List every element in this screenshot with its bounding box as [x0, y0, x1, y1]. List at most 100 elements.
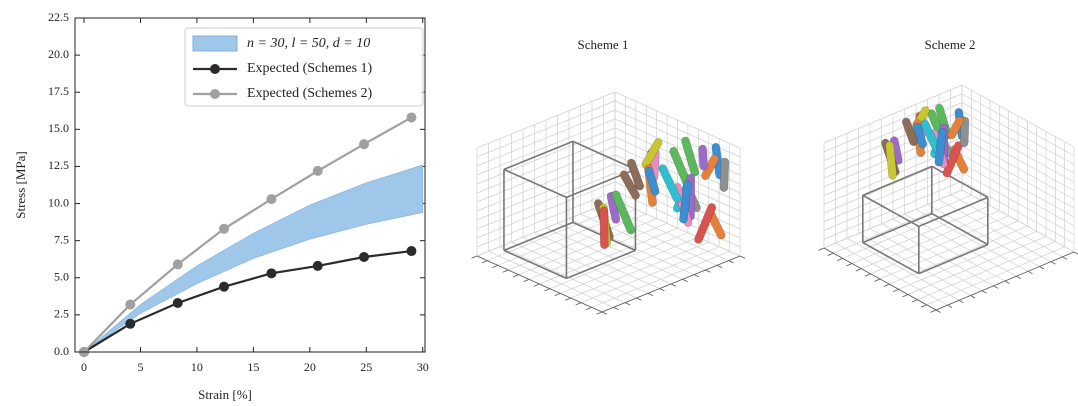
box-edge — [566, 249, 636, 280]
marker — [219, 223, 230, 234]
wall-grid — [614, 91, 741, 149]
axis-tick — [818, 247, 825, 251]
y-tick-label: 2.5 — [54, 307, 69, 321]
fiber — [885, 141, 897, 180]
plot: 0.0 2.5 5.0 7.5 10.0 12.5 15.0 17.5 20.0 22.5 0 5 10… — [48, 10, 429, 374]
axis-tick — [827, 252, 834, 256]
scheme-diagram — [818, 84, 1078, 313]
line — [83, 116, 412, 353]
axis-tick — [1027, 270, 1033, 275]
legend-marker — [210, 64, 220, 74]
box-edge — [862, 194, 920, 228]
box-edge — [862, 165, 933, 197]
axis-tick — [554, 292, 561, 296]
axis-tick — [1062, 256, 1068, 260]
fiber — [681, 136, 700, 177]
fiber — [644, 166, 660, 196]
wall-grid — [476, 100, 616, 158]
box-edge — [503, 140, 574, 171]
axis-tick — [981, 290, 987, 294]
axis-tick — [492, 264, 498, 268]
plot-frame — [74, 17, 426, 353]
box-edge — [931, 212, 989, 246]
axis-tick — [481, 260, 488, 264]
axis-tick — [716, 264, 723, 268]
x-axis-label: Strain [%] — [198, 387, 252, 402]
wall-grid — [476, 91, 616, 149]
scheme-title: Scheme 2 — [925, 37, 976, 52]
wall-grid — [961, 102, 1075, 165]
legend-swatch — [192, 35, 238, 52]
x-tick-label: 0 — [81, 360, 87, 374]
fiber — [959, 116, 970, 148]
fiber — [719, 157, 730, 192]
fiber — [611, 190, 636, 235]
axis-tick — [693, 274, 700, 278]
legend-marker — [210, 89, 220, 99]
y-tick-label: 10.0 — [48, 195, 69, 209]
box-edge — [503, 221, 574, 252]
fiber — [947, 116, 964, 140]
axis-tick — [846, 263, 853, 267]
axis-tick — [705, 269, 711, 273]
axis-tick — [596, 311, 603, 315]
box-edge — [862, 212, 933, 244]
x-tick-label: 5 — [137, 360, 143, 374]
wall-grid — [823, 84, 963, 144]
box-edge — [918, 196, 989, 228]
axis-tick — [728, 260, 734, 264]
scheme-title: Scheme 1 — [578, 37, 629, 52]
axis-edge — [935, 251, 1075, 311]
floor-grid — [835, 242, 948, 306]
axis-tick — [613, 306, 619, 310]
floor-grid — [926, 246, 1065, 306]
box-edge — [931, 165, 989, 199]
axis-tick — [512, 274, 519, 278]
axis-tick — [920, 304, 927, 308]
wall-grid — [476, 109, 616, 167]
wall-grid — [961, 84, 1075, 148]
axis-tick — [636, 297, 642, 301]
box-edge — [503, 168, 567, 199]
fiber — [942, 141, 963, 178]
y-axis-label: Stress [MPa] — [13, 151, 28, 219]
axis-tick — [836, 257, 843, 262]
x-tick-label: 20 — [304, 360, 316, 374]
axis-tick — [993, 285, 999, 289]
wall-grid — [961, 93, 1075, 157]
axis-tick — [902, 294, 909, 298]
y-tick-label: 12.5 — [48, 158, 69, 172]
marker — [359, 251, 370, 262]
fiber — [913, 122, 927, 149]
axis-edge — [476, 255, 603, 313]
marker — [312, 165, 323, 176]
marker — [312, 260, 323, 271]
axis-edge — [823, 247, 937, 311]
axis-tick — [533, 283, 540, 287]
axis-tick — [544, 288, 551, 292]
axis-tick — [647, 292, 654, 296]
axis-tick — [930, 309, 937, 313]
fiber — [902, 117, 918, 146]
axis-tick — [739, 255, 746, 259]
scheme-diagram — [471, 91, 746, 315]
axis-tick — [892, 288, 899, 293]
fiber — [658, 164, 682, 203]
fiber — [694, 203, 717, 244]
axis-tick — [874, 278, 881, 282]
axis-tick — [947, 304, 953, 308]
y-tick-label: 15.0 — [48, 121, 69, 135]
axis-tick — [855, 268, 862, 272]
fiber — [599, 206, 609, 249]
axis-tick — [502, 269, 509, 273]
axis-tick — [565, 297, 571, 301]
band — [83, 164, 424, 353]
marker — [266, 268, 277, 279]
marker — [406, 112, 417, 123]
axis-tick — [624, 302, 631, 306]
legend-label: Expected (Schemes 1) — [247, 61, 373, 76]
axis-tick — [911, 299, 918, 303]
x-tick-label: 15 — [247, 360, 259, 374]
axis-tick — [970, 295, 976, 299]
